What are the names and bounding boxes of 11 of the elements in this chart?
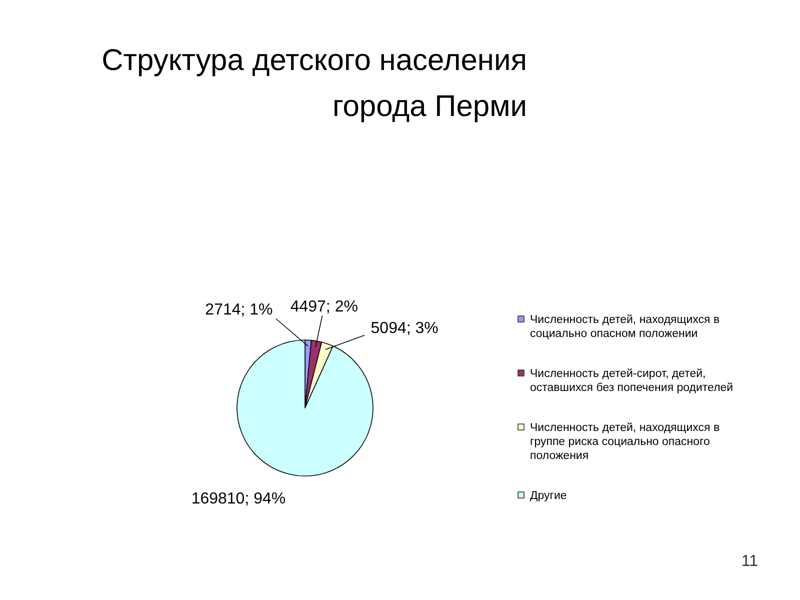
legend-label: Другие <box>530 490 567 502</box>
data-label: 169810; 94% <box>191 490 286 508</box>
data-label: 4497; 2% <box>290 298 358 316</box>
pie-slice <box>236 340 374 476</box>
data-label: 2714; 1% <box>205 302 273 319</box>
data-label: 5094; 3% <box>370 320 438 338</box>
legend-label: Численность детей, находящихся в группе риска социально опасного положения <box>530 422 720 462</box>
text: 11 <box>741 553 758 570</box>
legend-label: Численность детей, находящихся в социально опасном положении <box>530 314 720 340</box>
legend-label: Численность детей-сирот, детей, оставшихся без попечения родителей <box>530 368 734 394</box>
chart-title: Структура детского населения города Перми <box>102 44 527 123</box>
